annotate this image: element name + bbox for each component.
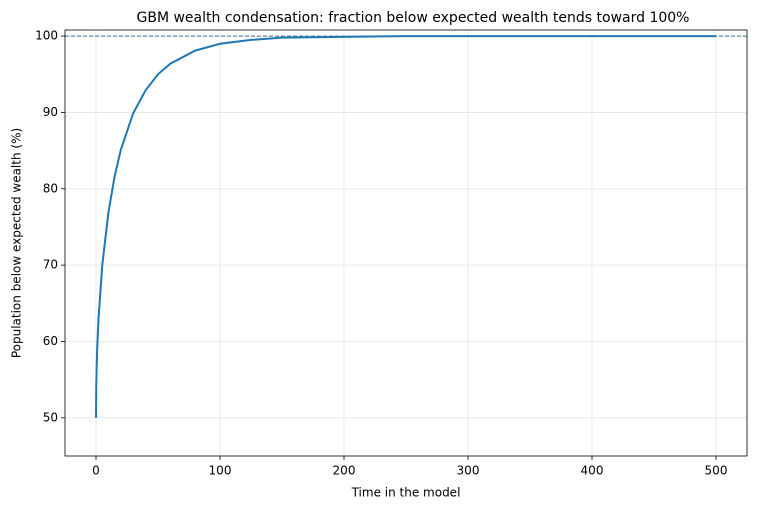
data-line	[95, 35, 716, 418]
x-tick-label: 300	[457, 464, 480, 478]
y-tick-label: 50	[43, 410, 58, 424]
x-tick-label: 200	[333, 464, 356, 478]
x-axis-label: Time in the model	[351, 486, 461, 500]
plot-frame	[64, 29, 748, 457]
chart-title: GBM wealth condensation: fraction below …	[137, 10, 690, 26]
y-tick-label: 80	[43, 181, 58, 195]
x-tick-label: 500	[705, 464, 728, 478]
y-tick-label: 70	[43, 258, 58, 272]
y-axis-label: Population below expected wealth (%)	[10, 128, 24, 358]
y-tick-label: 100	[35, 29, 58, 43]
x-tick-label: 100	[209, 464, 232, 478]
x-tick-label: 0	[92, 464, 100, 478]
y-tick-label: 60	[43, 334, 58, 348]
y-tick-label: 90	[43, 105, 58, 119]
x-tick-label: 400	[581, 464, 604, 478]
